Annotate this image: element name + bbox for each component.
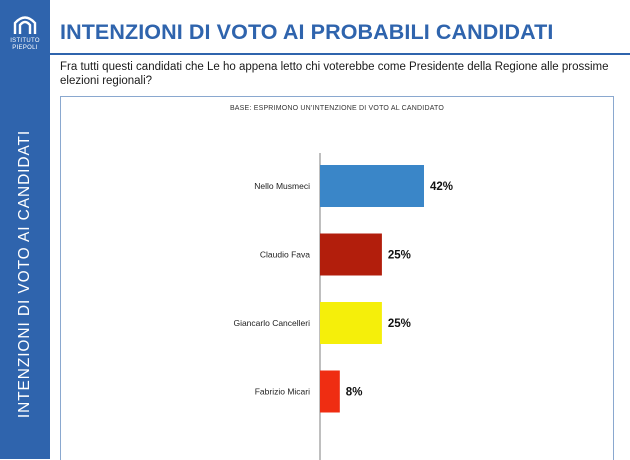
header-divider xyxy=(50,53,630,55)
bar-chart: Nello Musmeci 42% Claudio Fava 25% Giancarlo… xyxy=(233,153,453,460)
bar-2 xyxy=(320,302,382,344)
istituto-piepoli-logo: ISTITUTO PIEPOLI xyxy=(5,14,45,64)
category-label-3: Fabrizio Micari xyxy=(255,387,310,397)
logo-line-2: PIEPOLI xyxy=(12,45,38,51)
bar-3 xyxy=(320,370,340,413)
category-label-0: Nello Musmeci xyxy=(254,181,310,191)
value-label-2: 25% xyxy=(388,318,411,330)
sidebar-title: INTENZIONI DI VOTO AI CANDIDATI xyxy=(16,129,33,419)
page-title: INTENZIONI DI VOTO AI PROBABILI CANDIDAT… xyxy=(60,20,554,44)
value-label-0: 42% xyxy=(430,181,453,193)
sidebar: ISTITUTO PIEPOLI INTENZIONI DI VOTO AI C… xyxy=(0,0,50,459)
chart-frame: BASE: ESPRIMONO UN'INTENZIONE DI VOTO AL… xyxy=(60,96,614,460)
value-label-3: 8% xyxy=(346,387,363,399)
value-label-1: 25% xyxy=(388,250,411,262)
logo-icon xyxy=(13,16,37,34)
chart-subtitle: BASE: ESPRIMONO UN'INTENZIONE DI VOTO AL… xyxy=(229,105,445,112)
category-label-1: Claudio Fava xyxy=(260,250,310,260)
logo-line-1: ISTITUTO xyxy=(10,38,40,44)
survey-question: Fra tutti questi candidati che Le ho app… xyxy=(60,61,609,87)
category-label-2: Giancarlo Cancelleri xyxy=(233,318,310,328)
bar-1 xyxy=(320,233,382,276)
bar-0 xyxy=(320,165,424,207)
